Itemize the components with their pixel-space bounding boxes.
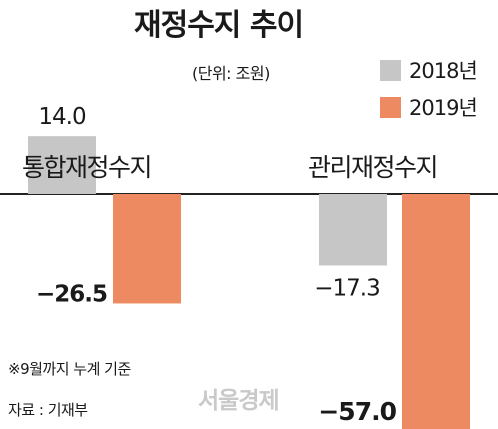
data-label-integrated-2019년: −26.5 bbox=[36, 281, 107, 307]
bar-integrated-2018년 bbox=[28, 136, 96, 194]
legend-label-2019: 2019년 bbox=[409, 96, 478, 120]
legend-label-2018: 2018년 bbox=[409, 59, 478, 83]
data-label-managed-2018년: −17.3 bbox=[314, 275, 379, 301]
watermark-logo: 서울경제 bbox=[198, 388, 280, 414]
source-note: 자료 : 기재부 bbox=[8, 401, 88, 419]
bar-managed-2018년 bbox=[319, 194, 387, 266]
bar-integrated-2019년 bbox=[113, 194, 181, 304]
data-label-integrated-2018년: 14.0 bbox=[38, 104, 86, 130]
chart-title: 재정수지 추이 bbox=[134, 8, 304, 43]
legend-swatch-2019 bbox=[380, 97, 401, 118]
unit-label: (단위: 조원) bbox=[192, 64, 270, 83]
footnote: ※9월까지 누계 기준 bbox=[8, 360, 131, 378]
data-label-managed-2019년: −57.0 bbox=[318, 397, 396, 426]
category-label-integrated: 통합재정수지 bbox=[22, 153, 153, 182]
legend-swatch-2018 bbox=[380, 60, 401, 81]
bar-managed-2019년 bbox=[402, 194, 470, 429]
category-label-managed: 관리재정수지 bbox=[308, 153, 439, 182]
